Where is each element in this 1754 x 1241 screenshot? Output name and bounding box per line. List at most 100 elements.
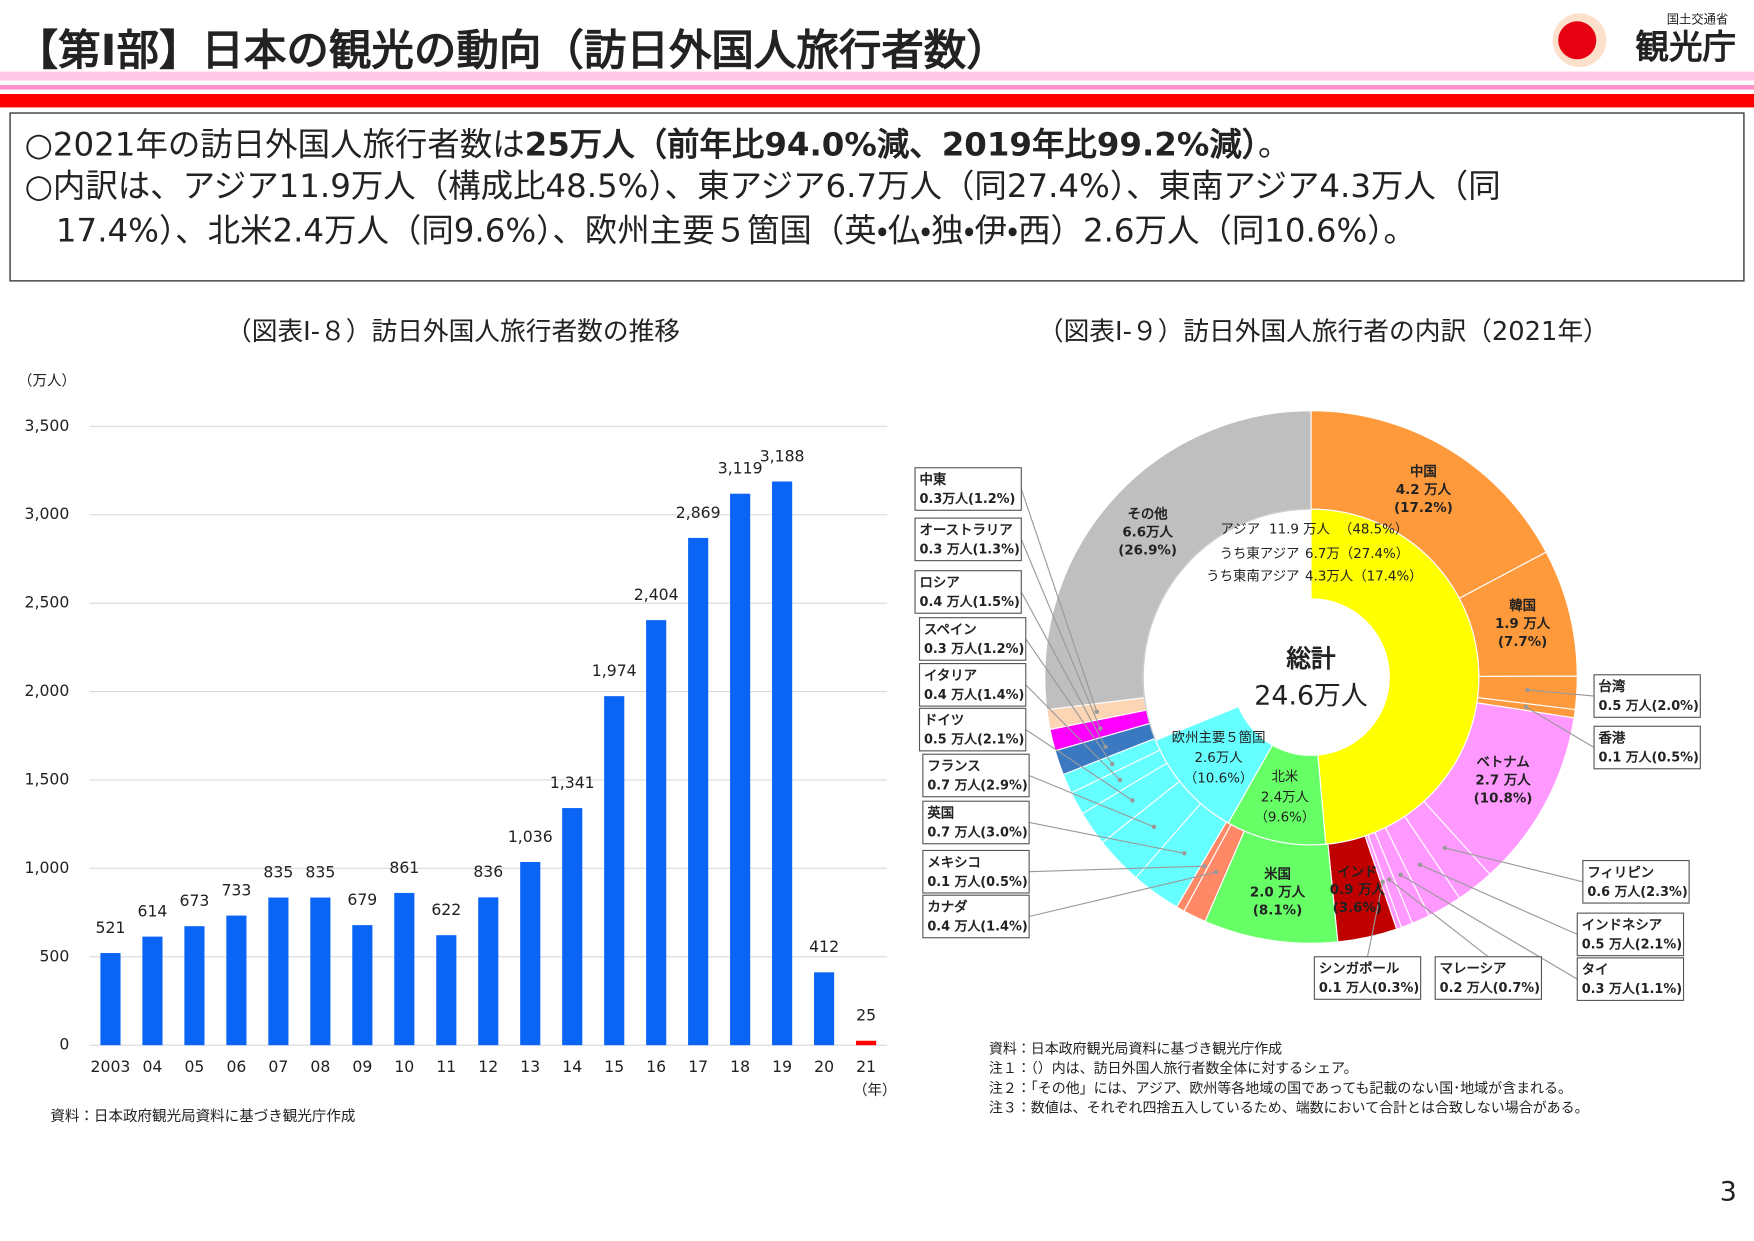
callout-box: [918, 663, 1027, 707]
callout-value-label: (2.0%): [1651, 699, 1698, 714]
bar: [100, 953, 121, 1046]
callout-amount-label: 0.3 万人: [920, 542, 974, 557]
callout-box: [922, 849, 1030, 894]
leader-dot: [1525, 687, 1530, 693]
y-tick-label: 3,000: [25, 504, 70, 523]
leader-line: [1029, 865, 1205, 873]
leader-line: [1025, 729, 1133, 801]
callout-box: [1582, 859, 1690, 904]
asia-breakdown: うち東アジア 6.7万（27.4%）: [1220, 546, 1410, 562]
donut-hole: [1232, 598, 1390, 756]
callout-box: [918, 707, 1027, 752]
value-label: 412: [809, 937, 839, 956]
callout-name: カナダ: [927, 899, 968, 916]
leader-line: [1029, 821, 1185, 854]
segment-amount: 2.7 万人: [1475, 773, 1531, 789]
callout-box: [1576, 957, 1685, 1001]
value-label: 861: [389, 858, 419, 877]
x-tick-label: 12: [478, 1057, 498, 1076]
breakdown-value-label: （17.4%）: [1353, 569, 1422, 584]
callout-value-label: (0.5%): [1651, 750, 1698, 765]
segment-amount: 4.2 万人: [1396, 482, 1452, 498]
callout-detail: 0.7 万人(2.9%): [927, 778, 1027, 793]
leader-line: [1020, 488, 1098, 712]
callout-value-label: (0.5%): [980, 874, 1027, 889]
leader-dot: [1182, 851, 1187, 856]
callout-box: [922, 753, 1030, 798]
value-label: 1,036: [508, 827, 553, 846]
callout-detail: 0.5 万人(2.1%): [924, 732, 1024, 747]
inner-share: （10.6%）: [1184, 771, 1253, 786]
callout-value-label: (1.2%): [968, 492, 1015, 507]
summary-text: 。: [1258, 126, 1290, 164]
value-label: 614: [138, 901, 168, 920]
segment-amount: 2.0 万人: [1250, 885, 1306, 901]
leader-dot: [1417, 862, 1423, 868]
value-label: 521: [96, 918, 126, 937]
y-tick-label: 2,000: [25, 681, 70, 700]
callout-detail: 0.7 万人(3.0%): [927, 825, 1027, 840]
asia-breakdown: うち東南アジア 4.3万人（17.4%）: [1206, 568, 1422, 584]
bar: [730, 493, 751, 1046]
x-tick-label: 04: [142, 1057, 162, 1076]
segment-share: (3.6%): [1333, 901, 1382, 916]
callout-box: [914, 517, 1022, 562]
y-tick-label: 1,500: [25, 769, 70, 788]
callout-name: ロシア: [920, 576, 960, 591]
segment-name: その他: [1127, 506, 1168, 523]
x-tick-label: 07: [268, 1057, 288, 1076]
x-tick-label: 17: [688, 1057, 708, 1076]
chart-title: （図表Ⅰ-８）訪日外国人旅行者数の推移: [226, 317, 680, 347]
inner-amount: 2.6万人: [1195, 751, 1244, 766]
callout-detail: 0.3 万人(1.3%): [920, 542, 1020, 557]
y-tick-label: 3,500: [25, 416, 70, 435]
leader-dot: [1442, 845, 1448, 851]
x-tick-label: 09: [352, 1057, 372, 1076]
callout-name: 英国: [926, 805, 954, 822]
x-tick-label: 15: [604, 1057, 624, 1076]
callout-amount-label: 0.1 万人: [927, 874, 981, 889]
breakdown-amount-label: 6.7万: [1305, 547, 1340, 562]
x-tick-label: 13: [520, 1057, 540, 1076]
bar: [604, 696, 625, 1046]
callout-amount-label: 0.1 万人: [1319, 981, 1373, 996]
callout-name: 中東: [920, 471, 947, 488]
page-number: 3: [1720, 1176, 1737, 1207]
callout-detail: 0.1 万人(0.5%): [1599, 750, 1699, 765]
bar: [226, 915, 247, 1046]
callout-amount-label: 0.7 万人: [927, 778, 981, 793]
callout-name: 台湾: [1599, 678, 1626, 695]
breakdown-amount-label: 4.3万人: [1305, 569, 1354, 584]
total-label: 総計: [1286, 644, 1336, 673]
asia-amount-label: 11.9 万人: [1269, 522, 1331, 537]
callout-amount-label: 0.5 万人: [924, 732, 978, 747]
bar: [856, 1040, 877, 1046]
callout-detail: 0.4 万人(1.5%): [920, 595, 1020, 610]
callout-box: [922, 800, 1030, 845]
x-tick-label: 21: [856, 1057, 876, 1076]
note: 資料：日本政府観光局資料に基づき観光庁作成: [989, 1041, 1282, 1058]
y-tick-label: 2,500: [25, 593, 70, 612]
callout-name: シンガポール: [1319, 960, 1400, 977]
callout-name: ドイツ: [924, 714, 964, 729]
value-label: 2,404: [634, 585, 679, 604]
breakdown-value-label: （27.4%）: [1340, 547, 1409, 562]
bar: [142, 936, 163, 1046]
pink-line: [0, 85, 1754, 90]
leader-line: [1025, 638, 1113, 765]
callout-box: [1434, 956, 1543, 1000]
summary-text: ○内訳は、アジア11.9万人（構成比48.5%）、東アジア6.7万人（同27.4…: [25, 167, 1501, 205]
inner-name: 北米: [1271, 769, 1298, 785]
leader-dot: [1103, 744, 1108, 750]
segment-name: 韓国: [1509, 597, 1536, 614]
callout-amount-label: 0.4 万人: [924, 687, 978, 702]
leader-dot: [1097, 726, 1103, 731]
callout-value-label: (2.1%): [977, 732, 1024, 747]
x-tick-label: 05: [184, 1057, 204, 1076]
leader-dot: [1094, 709, 1100, 714]
callout-amount-label: 0.1 万人: [1599, 750, 1653, 765]
callout-amount-label: 0.4 万人: [920, 595, 974, 610]
source: 資料：日本政府観光局資料に基づき観光庁作成: [50, 1108, 355, 1125]
callout-detail: 0.5 万人(2.0%): [1599, 699, 1699, 714]
